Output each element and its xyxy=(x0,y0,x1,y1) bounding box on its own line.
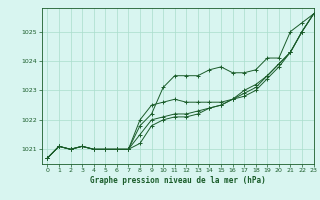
X-axis label: Graphe pression niveau de la mer (hPa): Graphe pression niveau de la mer (hPa) xyxy=(90,176,266,185)
